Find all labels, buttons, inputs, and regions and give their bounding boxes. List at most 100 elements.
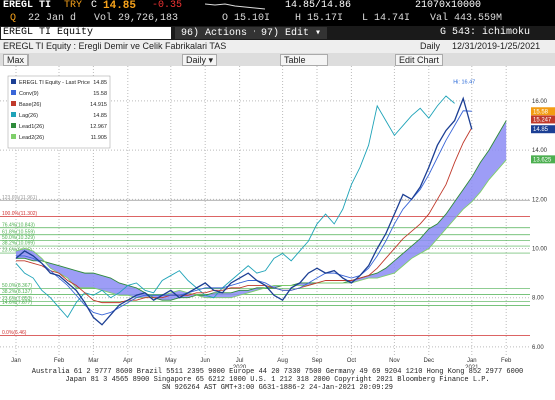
year-label: 2020 — [233, 365, 247, 368]
y-tick-label: 8.00 — [532, 296, 544, 302]
edit-menu[interactable]: 97) Edit ▾ — [255, 27, 328, 39]
sparkline — [205, 3, 265, 10]
legend-value: 14.915 — [90, 102, 107, 108]
legend-swatch — [11, 123, 16, 128]
legend-value: 15.58 — [93, 91, 107, 97]
legend-label: Base(26) — [19, 102, 41, 108]
flag: C — [91, 0, 98, 11]
footer-line: Japan 81 3 4565 8900 Singapore 65 6212 1… — [65, 376, 490, 384]
series-line — [16, 127, 473, 304]
subheader: EREGL TI Equity : Eregli Demir ve Celik … — [0, 40, 555, 53]
legend-label: Lead2(26) — [19, 135, 44, 141]
legend-label: Lag(26) — [19, 113, 38, 119]
x-tick-label: Nov — [389, 358, 400, 364]
y-tick-label: 10.00 — [532, 247, 548, 253]
year-label: 2021 — [465, 365, 479, 368]
legend-swatch — [11, 90, 16, 95]
legend-swatch — [11, 134, 16, 139]
last-price: 14.85 — [103, 0, 137, 12]
stats-row: Q 22 Jan d Vol 29,726,183 O 15.10I H 15.… — [0, 13, 555, 26]
series-line — [16, 120, 507, 301]
y-tick-label: 14.00 — [532, 148, 548, 154]
x-tick-label: Jan — [467, 358, 477, 364]
series-line — [16, 110, 472, 316]
y-tick-label: 16.00 — [532, 99, 548, 105]
legend-swatch — [11, 112, 16, 117]
function-name: G 543: ichimoku — [440, 27, 531, 38]
price-tag-label: 15.247 — [533, 117, 552, 123]
actions-menu[interactable]: 96) Actions ▾ — [175, 27, 266, 39]
x-tick-label: Mar — [88, 358, 98, 364]
legend-swatch — [11, 101, 16, 106]
edit-chart-button[interactable]: Edit Chart — [395, 54, 444, 66]
period-button[interactable]: Max — [3, 54, 29, 66]
value: Val 443.559M — [430, 13, 503, 24]
x-tick-label: Apr — [123, 358, 132, 364]
level-label: 76.4%(10.843) — [2, 222, 35, 228]
level-label: 14.6%(7.677) — [2, 300, 32, 306]
footer: Australia 61 2 9777 8600 Brazil 5511 239… — [0, 368, 555, 400]
level-label: 38.2%(10.099) — [2, 241, 35, 247]
description: EREGL TI Equity : Eregli Demir ve Celik … — [3, 41, 227, 51]
x-tick-label: Feb — [54, 358, 65, 364]
quote-row: EREGL TI TRY C 14.85 -0.35 14.85/14.86 2… — [0, 0, 555, 13]
period-select[interactable]: Daily ▾ — [182, 54, 218, 66]
level-label: 0.0%(6.46) — [2, 330, 27, 336]
legend-box — [7, 75, 111, 149]
x-tick-label: May — [165, 358, 176, 364]
price-tag-label: 13.625 — [533, 157, 552, 163]
ticker: EREGL TI — [3, 0, 52, 11]
price-tag — [531, 125, 555, 134]
toolbar: EREGL TI Equity 96) Actions ▾ 97) Edit ▾… — [0, 26, 555, 40]
legend-value: 11.905 — [91, 135, 107, 141]
price-tag-label: 15.58 — [533, 109, 549, 115]
price-tag — [531, 155, 555, 164]
legend-value: 14.85 — [93, 113, 107, 119]
price-tag — [531, 115, 555, 124]
price-tag — [531, 107, 555, 116]
series-line — [15, 95, 455, 319]
level-label: 61.8%(10.559) — [2, 229, 35, 235]
q: Q — [10, 13, 17, 24]
legend-swatch — [11, 79, 16, 84]
currency: TRY — [64, 0, 83, 11]
level-label: 50.0%(8.367) — [2, 283, 32, 289]
button-row: 1D3D1M6MYTD1Y5YMax Daily ▾ Table Edit Ch… — [0, 53, 555, 66]
level-label: 38.2%(8.137) — [2, 289, 32, 295]
x-tick-label: Jun — [200, 358, 210, 364]
level-label: 50.0%(10.329) — [2, 235, 35, 241]
volume: Vol 29,726,183 — [94, 13, 179, 24]
hi-label: Hi: 16.47 — [453, 79, 475, 85]
y-tick-label: 12.00 — [532, 197, 548, 203]
size: 21070x10000 — [415, 0, 482, 11]
x-tick-label: Oct — [347, 358, 357, 364]
x-tick-label: Jul — [236, 358, 244, 364]
legend-label: Conv(9) — [19, 91, 39, 97]
range: 12/31/2019-1/25/2021 — [452, 41, 541, 51]
level-label: 100.0%(11.302) — [2, 211, 38, 217]
table-button[interactable]: Table — [280, 54, 328, 66]
date: 22 Jan d — [28, 13, 77, 24]
chart: 6.00 8.00 10.00 12.00 14.00 16.00 Jan Feb Mar Apr… — [0, 66, 555, 368]
legend-value: 12.967 — [90, 124, 107, 130]
price-tag-label: 14.85 — [533, 127, 549, 133]
legend-label: Lead1(26) — [19, 124, 44, 130]
level-label: 23.6%(7.853) — [2, 296, 32, 302]
x-tick-label: Sep — [312, 358, 323, 364]
change: -0.35 — [152, 0, 183, 11]
security-input[interactable]: EREGL TI Equity — [1, 27, 171, 39]
y-tick-label: 6.00 — [532, 345, 544, 351]
x-tick-label: Jan — [11, 358, 21, 364]
series-line — [15, 96, 473, 326]
low: L 14.74I — [362, 13, 411, 24]
frequency: Daily — [420, 41, 441, 51]
footer-line: SN 926264 AST GMT+3:00 G631-1886-2 24-Ja… — [161, 384, 394, 392]
footer-line: Australia 61 2 9777 8600 Brazil 5511 239… — [31, 368, 524, 376]
series-line — [15, 159, 507, 299]
x-tick-label: Aug — [277, 358, 288, 364]
legend-label: EREGL TI Equity - Last Price — [19, 80, 90, 86]
open: O 15.10I — [222, 13, 271, 24]
x-tick-label: Dec — [423, 358, 434, 364]
high: H 15.17I — [295, 13, 344, 24]
